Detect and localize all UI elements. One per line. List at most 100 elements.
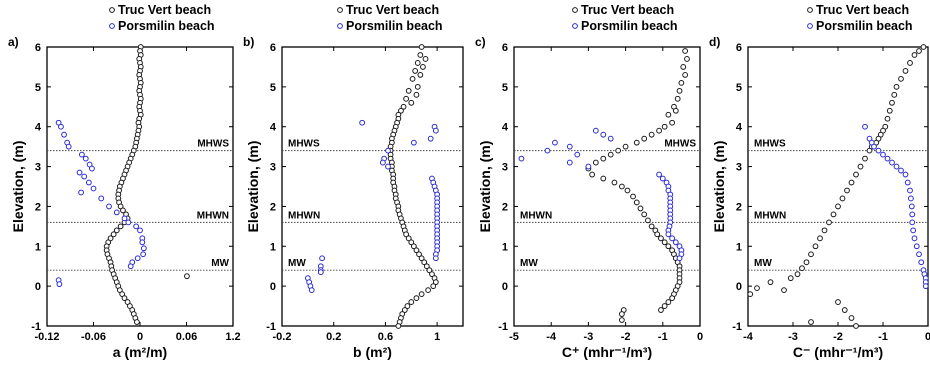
data-point <box>684 56 690 62</box>
x-tick-label: -1 <box>658 331 668 343</box>
data-point <box>432 255 439 262</box>
data-point <box>403 95 410 102</box>
y-tick-label: -1 <box>31 321 41 333</box>
data-point <box>665 299 672 305</box>
data-point <box>432 127 439 134</box>
y-tick-label: -1 <box>732 321 742 333</box>
data-point <box>799 265 805 272</box>
data-point <box>656 171 662 178</box>
data-point <box>624 187 631 194</box>
y-tick-label: -1 <box>498 321 508 333</box>
x-tick-label: -0.12 <box>34 331 59 343</box>
reference-label-mhwn: MHWN <box>520 210 552 221</box>
data-point <box>862 155 868 162</box>
data-point <box>862 123 868 130</box>
data-point <box>781 287 787 294</box>
data-point <box>127 263 134 270</box>
data-point <box>413 91 420 98</box>
data-point <box>656 127 662 134</box>
data-point <box>592 159 599 166</box>
data-point <box>600 155 607 162</box>
plot-frame <box>747 46 929 327</box>
data-point <box>600 131 607 138</box>
data-point <box>398 107 404 114</box>
data-point <box>907 60 913 66</box>
data-point <box>817 235 823 242</box>
data-point <box>871 143 877 150</box>
reference-label-mhws: MHWS <box>664 139 696 150</box>
data-point <box>911 52 918 58</box>
data-point <box>359 119 366 126</box>
x-tick-label: -4 <box>743 331 754 343</box>
data-point <box>308 287 315 294</box>
data-point <box>830 211 837 218</box>
reference-label-mw: MW <box>288 258 306 269</box>
data-point <box>615 147 622 154</box>
x-tick-label: 0 <box>925 331 930 343</box>
legend-entry: Porsmilin beach <box>118 19 215 33</box>
y-axis-label: Elevation, (m) <box>10 141 26 233</box>
data-point <box>585 163 592 170</box>
data-point <box>880 151 886 158</box>
data-point <box>113 209 120 216</box>
panel-d: MHWS MHWN MW -1 0 1 2 3 4 5 6 -4 -3 -2 -1 0 C⁻ (mhr⁻¹/m³… <box>709 3 930 360</box>
reference-label-mhws: MHWS <box>754 139 786 150</box>
data-point <box>566 159 573 166</box>
data-point <box>857 163 864 170</box>
reference-label-mw: MW <box>211 258 229 269</box>
y-axis-label: Elevation, (m) <box>477 141 493 233</box>
y-tick-label: 6 <box>270 42 276 54</box>
data-point <box>645 217 651 224</box>
data-point <box>618 317 625 323</box>
y-tick-label: 3 <box>502 162 508 174</box>
data-point <box>916 251 922 258</box>
data-point <box>907 187 913 194</box>
x-tick-label: 0.2 <box>326 331 341 343</box>
x-tick-label: -0.06 <box>81 331 106 343</box>
x-tick-label: 1 <box>434 331 440 343</box>
data-point <box>665 111 672 118</box>
legend-entry: Truc Vert beach <box>346 3 439 17</box>
x-tick-label: 0 <box>697 331 703 343</box>
data-point <box>518 155 525 162</box>
data-point <box>395 323 402 329</box>
series-porsmilin-beach <box>862 123 929 290</box>
data-point <box>134 319 140 325</box>
data-point <box>600 175 607 182</box>
y-tick-label: 2 <box>736 201 742 213</box>
data-point <box>121 295 128 302</box>
data-point <box>574 151 581 158</box>
series-truc-vert-beach <box>387 44 439 329</box>
data-point <box>140 245 147 252</box>
data-point <box>85 179 92 186</box>
series-truc-vert-beach <box>585 48 690 323</box>
data-point <box>812 243 819 250</box>
data-point <box>674 95 681 102</box>
data-point <box>658 307 664 313</box>
legend-marker <box>572 7 578 13</box>
data-point <box>618 311 625 317</box>
data-point <box>902 68 909 74</box>
data-point <box>110 231 117 238</box>
data-point <box>413 295 420 302</box>
panel-letter: b) <box>243 35 254 49</box>
data-point <box>918 259 925 266</box>
data-point <box>661 303 668 309</box>
data-point <box>125 219 132 226</box>
x-axis-label: C⁺ (mhr⁻¹/m³) <box>562 344 652 360</box>
data-point <box>134 255 141 262</box>
data-point <box>82 155 89 162</box>
data-point <box>641 135 648 142</box>
data-point <box>417 52 424 58</box>
plot-frame <box>281 46 464 327</box>
data-point <box>913 243 920 250</box>
y-tick-label: 4 <box>35 122 42 134</box>
data-point <box>317 269 324 276</box>
data-point <box>81 173 88 180</box>
y-tick-label: 4 <box>502 122 509 134</box>
reference-label-mhws: MHWS <box>197 139 229 150</box>
data-point <box>56 281 63 288</box>
data-point <box>408 299 415 305</box>
x-tick-label: -0.2 <box>273 331 292 343</box>
